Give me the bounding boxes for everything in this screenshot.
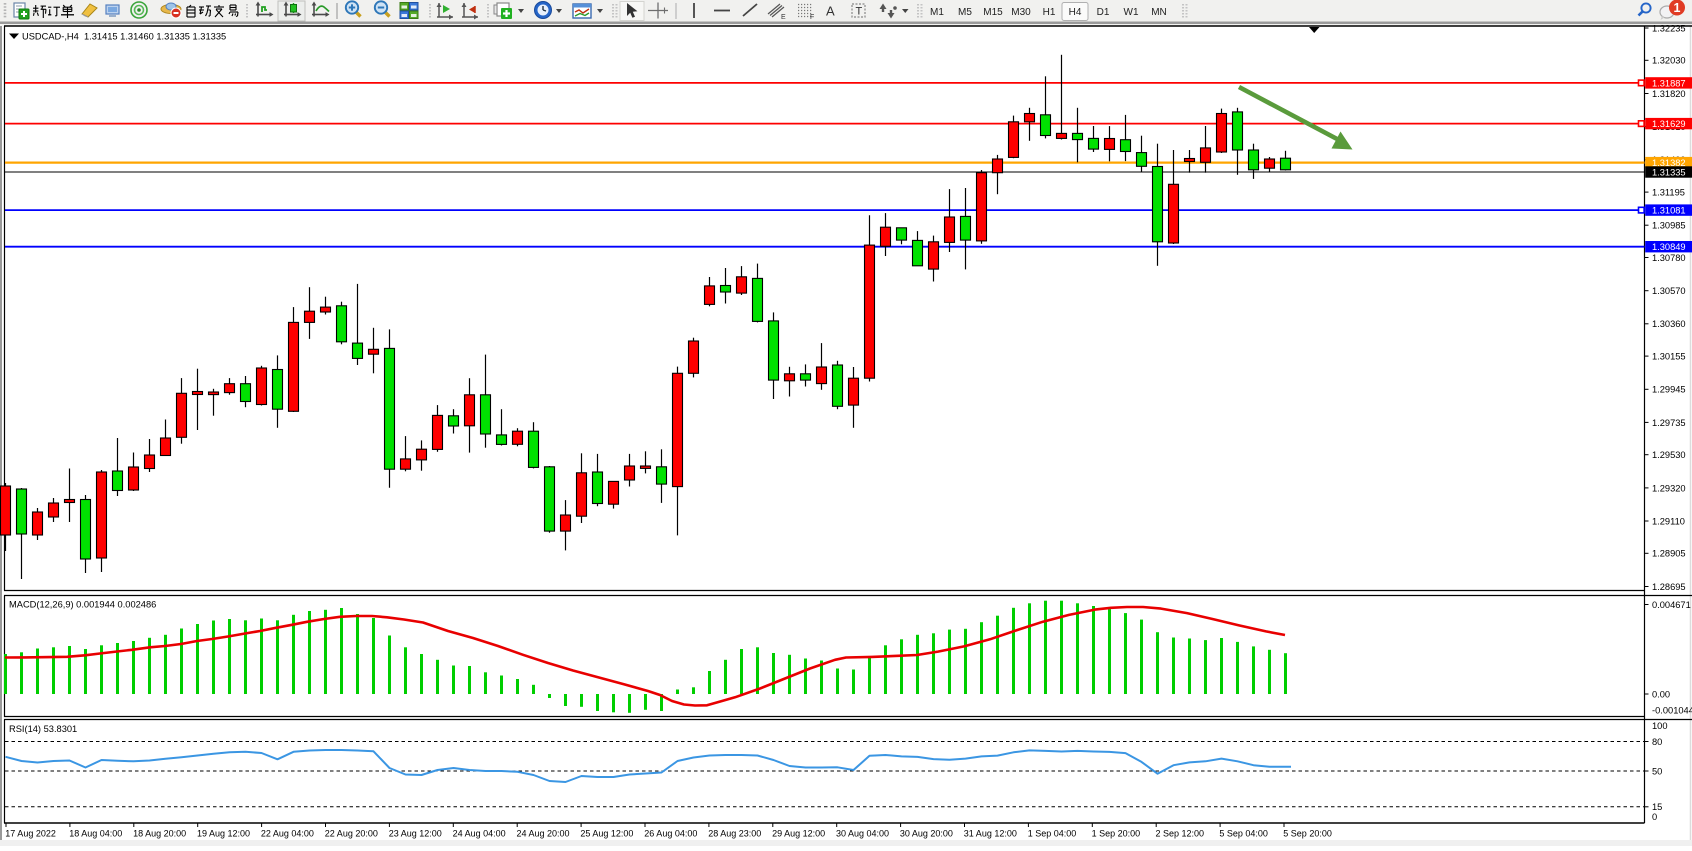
svg-text:RSI(14) 53.8301: RSI(14) 53.8301 bbox=[9, 724, 77, 734]
svg-text:0: 0 bbox=[1652, 812, 1657, 822]
svg-text:1.29320: 1.29320 bbox=[1652, 483, 1686, 493]
svg-text:30 Aug 04:00: 30 Aug 04:00 bbox=[836, 829, 889, 839]
svg-text:1.31820: 1.31820 bbox=[1652, 89, 1686, 99]
svg-text:2 Sep 12:00: 2 Sep 12:00 bbox=[1156, 829, 1205, 839]
svg-text:1.31081: 1.31081 bbox=[1652, 206, 1686, 216]
svg-text:29 Aug 12:00: 29 Aug 12:00 bbox=[772, 829, 825, 839]
svg-text:22 Aug 04:00: 22 Aug 04:00 bbox=[261, 829, 314, 839]
svg-text:100: 100 bbox=[1652, 721, 1668, 731]
svg-text:23 Aug 12:00: 23 Aug 12:00 bbox=[389, 829, 442, 839]
svg-text:-0.001044: -0.001044 bbox=[1652, 706, 1692, 716]
svg-text:1.28695: 1.28695 bbox=[1652, 582, 1686, 592]
svg-text:M30: M30 bbox=[1011, 7, 1031, 18]
svg-text:T: T bbox=[856, 6, 863, 18]
svg-text:1.29110: 1.29110 bbox=[1652, 516, 1685, 526]
svg-text:1.31335: 1.31335 bbox=[1652, 167, 1686, 177]
svg-text:1.30570: 1.30570 bbox=[1652, 286, 1686, 296]
svg-text:1.32030: 1.32030 bbox=[1652, 56, 1686, 66]
svg-text:0.004671: 0.004671 bbox=[1652, 600, 1691, 610]
svg-text:1 Sep 04:00: 1 Sep 04:00 bbox=[1028, 829, 1077, 839]
svg-text:5 Sep 04:00: 5 Sep 04:00 bbox=[1219, 829, 1268, 839]
svg-text:17 Aug 2022: 17 Aug 2022 bbox=[5, 829, 56, 839]
svg-text:USDCAD-,H4 1.31415 1.31460 1.: USDCAD-,H4 1.31415 1.31460 1.31335 1.313… bbox=[22, 32, 226, 42]
svg-text:24 Aug 20:00: 24 Aug 20:00 bbox=[517, 829, 570, 839]
svg-text:1.29735: 1.29735 bbox=[1652, 418, 1686, 428]
svg-text:22 Aug 20:00: 22 Aug 20:00 bbox=[325, 829, 378, 839]
svg-text:1.30780: 1.30780 bbox=[1652, 253, 1686, 263]
svg-text:18 Aug 20:00: 18 Aug 20:00 bbox=[133, 829, 186, 839]
svg-text:31 Aug 12:00: 31 Aug 12:00 bbox=[964, 829, 1017, 839]
svg-text:50: 50 bbox=[1652, 766, 1662, 776]
svg-text:1.29530: 1.29530 bbox=[1652, 450, 1686, 460]
svg-text:M1: M1 bbox=[930, 7, 944, 18]
svg-text:F: F bbox=[810, 14, 814, 21]
svg-text:80: 80 bbox=[1652, 737, 1662, 747]
svg-text:MN: MN bbox=[1151, 7, 1167, 18]
svg-text:1.30849: 1.30849 bbox=[1652, 242, 1686, 252]
svg-text:E: E bbox=[781, 14, 786, 21]
svg-text:24 Aug 04:00: 24 Aug 04:00 bbox=[453, 829, 506, 839]
svg-text:1.31629: 1.31629 bbox=[1652, 119, 1686, 129]
svg-text:15: 15 bbox=[1652, 802, 1662, 812]
svg-text:M15: M15 bbox=[983, 7, 1003, 18]
svg-text:MACD(12,26,9) 0.001944 0.00248: MACD(12,26,9) 0.001944 0.002486 bbox=[9, 600, 156, 610]
svg-text:30 Aug 20:00: 30 Aug 20:00 bbox=[900, 829, 953, 839]
svg-text:A: A bbox=[826, 4, 835, 19]
svg-text:W1: W1 bbox=[1124, 7, 1139, 18]
svg-text:1.28905: 1.28905 bbox=[1652, 549, 1686, 559]
svg-text:1.32235: 1.32235 bbox=[1652, 23, 1686, 33]
svg-text:1.31195: 1.31195 bbox=[1652, 188, 1685, 198]
svg-text:1.31382: 1.31382 bbox=[1652, 158, 1686, 168]
svg-text:0.00: 0.00 bbox=[1652, 690, 1670, 700]
svg-text:1 Sep 20:00: 1 Sep 20:00 bbox=[1092, 829, 1141, 839]
svg-text:1: 1 bbox=[1674, 1, 1681, 15]
svg-text:28 Aug 23:00: 28 Aug 23:00 bbox=[708, 829, 761, 839]
svg-text:25 Aug 12:00: 25 Aug 12:00 bbox=[580, 829, 633, 839]
svg-text:1.30360: 1.30360 bbox=[1652, 319, 1686, 329]
svg-text:1.31887: 1.31887 bbox=[1652, 78, 1686, 88]
svg-text:1.30985: 1.30985 bbox=[1652, 221, 1686, 231]
svg-text:H1: H1 bbox=[1043, 7, 1056, 18]
svg-text:1.29945: 1.29945 bbox=[1652, 385, 1686, 395]
svg-text:1.30155: 1.30155 bbox=[1652, 352, 1686, 362]
svg-text:D1: D1 bbox=[1097, 7, 1110, 18]
svg-text:M5: M5 bbox=[958, 7, 972, 18]
svg-text:H4: H4 bbox=[1069, 7, 1082, 18]
svg-text:19 Aug 12:00: 19 Aug 12:00 bbox=[197, 829, 250, 839]
svg-text:18 Aug 04:00: 18 Aug 04:00 bbox=[69, 829, 122, 839]
svg-text:26 Aug 04:00: 26 Aug 04:00 bbox=[644, 829, 697, 839]
svg-text:5 Sep 20:00: 5 Sep 20:00 bbox=[1283, 829, 1332, 839]
